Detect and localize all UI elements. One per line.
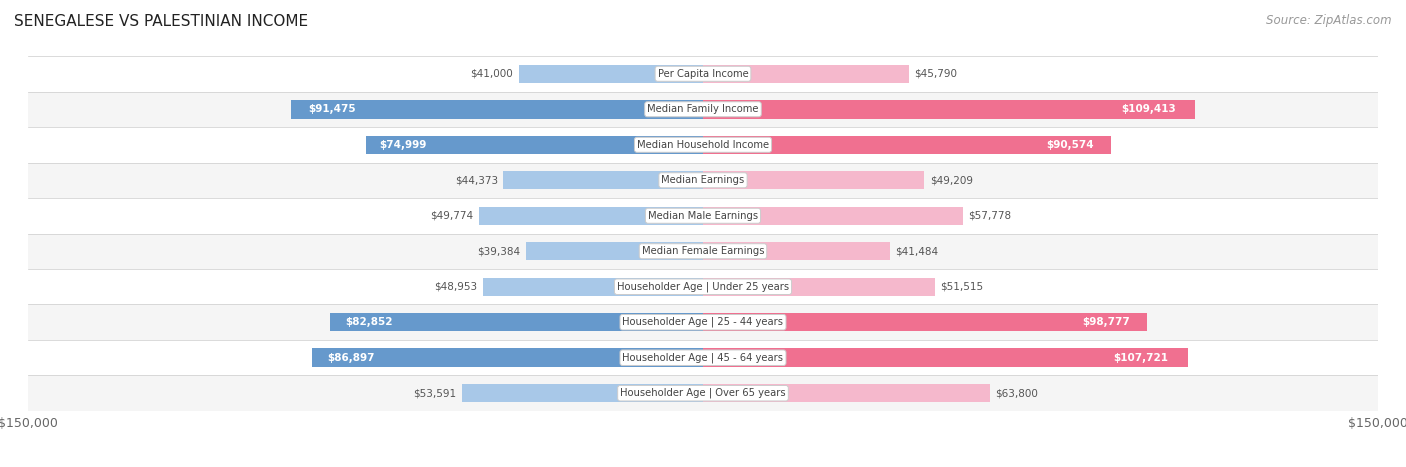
- Bar: [28, 198, 1378, 234]
- Text: Householder Age | Under 25 years: Householder Age | Under 25 years: [617, 282, 789, 292]
- Text: $53,591: $53,591: [413, 388, 457, 398]
- Bar: [703, 135, 1111, 154]
- Text: Householder Age | Over 65 years: Householder Age | Over 65 years: [620, 388, 786, 398]
- Bar: [503, 171, 703, 190]
- Text: Householder Age | 25 - 44 years: Householder Age | 25 - 44 years: [623, 317, 783, 327]
- Bar: [291, 100, 703, 119]
- Text: $107,721: $107,721: [1114, 353, 1168, 363]
- Text: Per Capita Income: Per Capita Income: [658, 69, 748, 79]
- Text: $45,790: $45,790: [914, 69, 957, 79]
- Text: $41,484: $41,484: [896, 246, 938, 256]
- Text: $44,373: $44,373: [454, 175, 498, 185]
- Text: $86,897: $86,897: [328, 353, 375, 363]
- Bar: [28, 234, 1378, 269]
- Text: $63,800: $63,800: [995, 388, 1038, 398]
- Bar: [330, 313, 703, 332]
- Text: $109,413: $109,413: [1121, 104, 1175, 114]
- Text: $49,209: $49,209: [929, 175, 973, 185]
- Bar: [519, 64, 703, 83]
- Bar: [28, 340, 1378, 375]
- Text: $51,515: $51,515: [941, 282, 983, 292]
- Bar: [703, 100, 1195, 119]
- Bar: [703, 64, 910, 83]
- Text: $74,999: $74,999: [380, 140, 426, 150]
- Bar: [703, 313, 1147, 332]
- Bar: [482, 277, 703, 296]
- Text: $82,852: $82,852: [344, 317, 392, 327]
- Bar: [28, 163, 1378, 198]
- Bar: [28, 375, 1378, 411]
- Text: $49,774: $49,774: [430, 211, 474, 221]
- Bar: [312, 348, 703, 367]
- Text: $48,953: $48,953: [434, 282, 478, 292]
- Text: Median Household Income: Median Household Income: [637, 140, 769, 150]
- Text: $57,778: $57,778: [969, 211, 1011, 221]
- Text: Median Female Earnings: Median Female Earnings: [641, 246, 765, 256]
- Text: Householder Age | 45 - 64 years: Householder Age | 45 - 64 years: [623, 353, 783, 363]
- Bar: [28, 269, 1378, 304]
- Text: $41,000: $41,000: [471, 69, 513, 79]
- Bar: [703, 206, 963, 225]
- Text: $90,574: $90,574: [1046, 140, 1094, 150]
- Text: $98,777: $98,777: [1081, 317, 1129, 327]
- Text: $39,384: $39,384: [477, 246, 520, 256]
- Bar: [366, 135, 703, 154]
- Bar: [28, 127, 1378, 163]
- Bar: [703, 242, 890, 261]
- Text: Median Male Earnings: Median Male Earnings: [648, 211, 758, 221]
- Text: $91,475: $91,475: [308, 104, 356, 114]
- Bar: [28, 92, 1378, 127]
- Bar: [703, 348, 1188, 367]
- Bar: [28, 56, 1378, 92]
- Bar: [463, 384, 703, 403]
- Text: Source: ZipAtlas.com: Source: ZipAtlas.com: [1267, 14, 1392, 27]
- Text: Median Family Income: Median Family Income: [647, 104, 759, 114]
- Bar: [703, 277, 935, 296]
- Bar: [526, 242, 703, 261]
- Text: Median Earnings: Median Earnings: [661, 175, 745, 185]
- Bar: [703, 171, 924, 190]
- Bar: [479, 206, 703, 225]
- Bar: [28, 304, 1378, 340]
- Text: SENEGALESE VS PALESTINIAN INCOME: SENEGALESE VS PALESTINIAN INCOME: [14, 14, 308, 29]
- Bar: [703, 384, 990, 403]
